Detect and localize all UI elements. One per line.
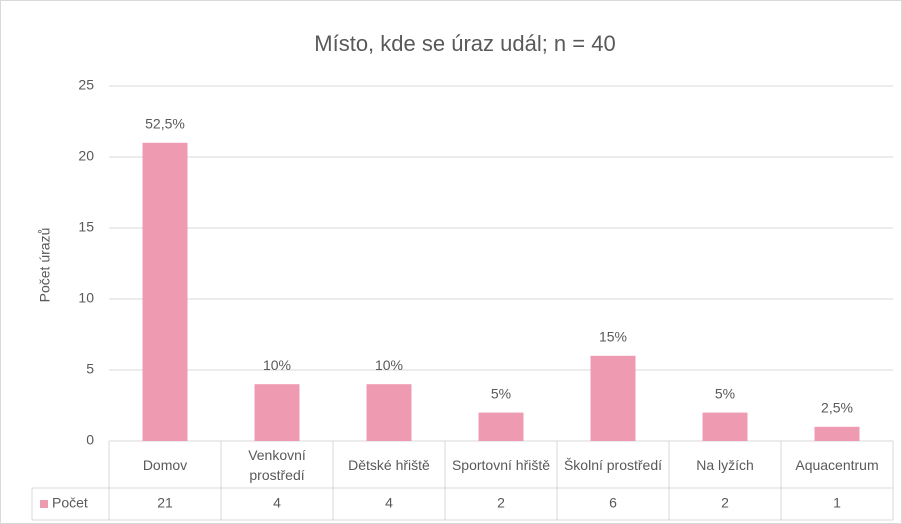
x-tick-label-box: Dětské hřiště [348, 456, 430, 473]
y-tick-label: 15 [78, 219, 94, 235]
table-value: 1 [833, 495, 841, 511]
x-tick-label-box: Sportovní hřiště [451, 456, 551, 473]
x-tick-label: Venkovní prostředí [248, 446, 306, 483]
y-tick-label: 20 [78, 148, 94, 164]
x-tick-label: Na lyžích [696, 456, 754, 473]
percent-label: 10% [375, 357, 403, 373]
bar [478, 412, 524, 441]
table-value: 4 [273, 495, 281, 511]
bar [254, 384, 300, 441]
bar [590, 355, 636, 441]
x-tick-label: Aquacentrum [795, 456, 879, 473]
percent-label: 5% [715, 385, 735, 401]
table-value: 2 [497, 495, 505, 511]
x-tick-label-box: Domov [142, 456, 188, 473]
bar [814, 426, 860, 441]
x-tick-label: Sportovní hřiště [451, 456, 551, 473]
table-value: 2 [721, 495, 729, 511]
percent-label: 5% [491, 385, 511, 401]
chart-title: Místo, kde se úraz udál; n = 40 [314, 31, 615, 56]
y-axis-label: Počet úrazů [37, 228, 53, 303]
y-tick-label: 10 [78, 290, 94, 306]
table-value: 6 [609, 495, 617, 511]
y-tick-label: 0 [86, 432, 94, 448]
bar [142, 142, 188, 442]
x-tick-label-box: Školní prostředí [563, 456, 663, 473]
percent-label: 52,5% [145, 116, 185, 132]
percent-label: 15% [599, 329, 627, 345]
y-tick-label: 5 [86, 361, 94, 377]
bar [366, 384, 412, 441]
legend-key [40, 500, 48, 508]
x-tick-label-box: Na lyžích [696, 456, 754, 473]
x-tick-label-box: Aquacentrum [795, 456, 879, 473]
x-tick-label: Dětské hřiště [348, 456, 430, 473]
legend-label: Počet [52, 495, 88, 511]
x-tick-label: Školní prostředí [563, 456, 663, 473]
bar [702, 412, 748, 441]
percent-label: 10% [263, 357, 291, 373]
x-tick-label-box: Venkovní prostředí [248, 446, 306, 483]
x-tick-label: Domov [142, 456, 188, 473]
table-value: 4 [385, 495, 393, 511]
percent-label: 2,5% [821, 400, 853, 416]
table-value: 21 [157, 495, 173, 511]
y-tick-label: 25 [78, 77, 94, 93]
